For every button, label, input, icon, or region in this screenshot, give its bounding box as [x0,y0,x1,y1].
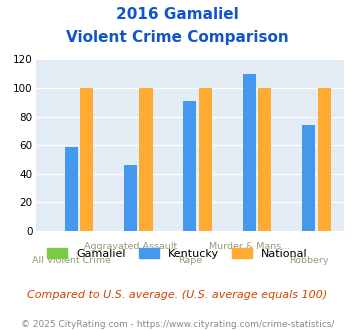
Text: Violent Crime Comparison: Violent Crime Comparison [66,30,289,45]
Bar [258,88,271,231]
Text: All Violent Crime: All Violent Crime [32,256,111,265]
Text: Robbery: Robbery [289,256,328,265]
Bar [80,88,93,231]
Text: Compared to U.S. average. (U.S. average equals 100): Compared to U.S. average. (U.S. average … [27,290,328,300]
Text: Rape: Rape [178,256,202,265]
Bar [184,101,196,231]
Bar [318,88,331,231]
Legend: Gamaliel, Kentucky, National: Gamaliel, Kentucky, National [43,244,312,263]
Bar [243,74,256,231]
Text: 2016 Gamaliel: 2016 Gamaliel [116,7,239,21]
Bar [302,125,315,231]
Text: Aggravated Assault: Aggravated Assault [84,242,177,251]
Text: Murder & Mans...: Murder & Mans... [209,242,290,251]
Bar [124,165,137,231]
Bar [65,147,78,231]
Text: © 2025 CityRating.com - https://www.cityrating.com/crime-statistics/: © 2025 CityRating.com - https://www.city… [21,320,334,329]
Bar [140,88,153,231]
Bar [199,88,212,231]
